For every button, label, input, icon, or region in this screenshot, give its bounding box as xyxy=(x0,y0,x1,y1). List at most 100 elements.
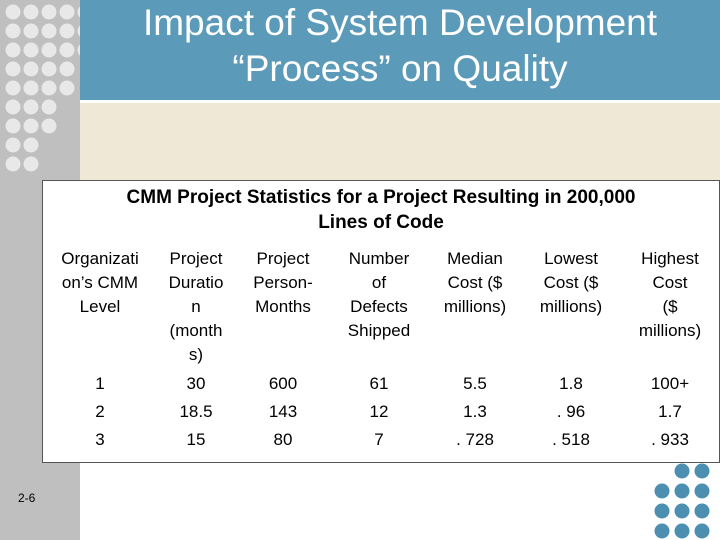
table-cell: 3 xyxy=(95,430,105,449)
decorative-dot xyxy=(41,42,57,58)
table-cell: . 96 xyxy=(556,402,586,421)
decorative-dot xyxy=(5,23,21,39)
table-cell: 1.8 xyxy=(559,374,583,393)
decorative-dot xyxy=(654,483,670,499)
decorative-dot xyxy=(694,483,710,499)
decorative-dot xyxy=(23,42,39,58)
decorative-dot xyxy=(59,80,75,96)
decorative-dot xyxy=(23,137,39,153)
column-header-line: Cost xyxy=(652,273,688,292)
decorative-dot xyxy=(674,463,690,479)
decorative-dot xyxy=(674,483,690,499)
decorative-dot xyxy=(654,523,670,539)
decorative-dot xyxy=(41,118,57,134)
table-body: 1 30 600 61 5.5 1.8 100+ 2 18.5 143 12 1.3 . 96 1.7 3 1… xyxy=(43,371,720,455)
decorative-dot xyxy=(674,523,690,539)
decorative-dot xyxy=(41,4,57,20)
table-cell: 143 xyxy=(268,402,298,421)
decorative-dot xyxy=(694,463,710,479)
column-header: Project Person- Months xyxy=(235,247,331,371)
column-header-line: millions) xyxy=(443,297,507,316)
slide-number: 2-6 xyxy=(18,491,36,505)
table-cell: . 728 xyxy=(456,430,494,449)
decorative-dot xyxy=(23,118,39,134)
column-header: Median Cost ($ millions) xyxy=(427,247,523,371)
column-header-line: Defects xyxy=(350,297,408,316)
decorative-dot xyxy=(694,503,710,519)
decorative-dot xyxy=(41,99,57,115)
column-header: Highest Cost ($ millions) xyxy=(619,247,720,371)
column-header: Project Duratio n (month s) xyxy=(157,247,235,371)
decorative-dot xyxy=(59,61,75,77)
column-header-line: Level xyxy=(79,297,121,316)
table-cell: 2 xyxy=(95,402,105,421)
decorative-dot xyxy=(41,80,57,96)
title-divider xyxy=(80,100,720,103)
table-cell: 1.3 xyxy=(463,402,487,421)
column-header-line: Organizati xyxy=(61,249,139,268)
column-header-line: Highest xyxy=(641,249,699,268)
table-cell: 1.7 xyxy=(658,402,682,421)
table-header-row: Organizati on’s CMM Level Project Duratio n (m… xyxy=(43,247,720,371)
decorative-dots-left xyxy=(5,4,80,172)
table-cell: 100+ xyxy=(650,374,690,393)
table-cell: . 518 xyxy=(552,430,590,449)
table-caption-line-2: Lines of Code xyxy=(318,212,444,233)
table-caption-line-1: CMM Project Statistics for a Project Res… xyxy=(126,187,636,208)
table-caption: CMM Project Statistics for a Project Res… xyxy=(43,181,719,237)
decorative-dot xyxy=(5,118,21,134)
decorative-dot xyxy=(5,137,21,153)
column-header-line: of xyxy=(371,273,387,292)
column-header-line: Cost ($ xyxy=(447,273,503,292)
decorative-dot xyxy=(41,23,57,39)
decorative-dot xyxy=(23,80,39,96)
column-header-line: Project xyxy=(256,249,310,268)
decorative-dot xyxy=(41,61,57,77)
decorative-dot xyxy=(23,156,39,172)
decorative-dot xyxy=(23,4,39,20)
decorative-dot xyxy=(59,23,75,39)
cmm-statistics-table: Organizati on’s CMM Level Project Duratio n (m… xyxy=(43,247,720,455)
slide-title-line-2: “Process” on Quality xyxy=(232,48,568,89)
table-row: 1 30 600 61 5.5 1.8 100+ xyxy=(43,371,720,399)
column-header: Organizati on’s CMM Level xyxy=(43,247,157,371)
decorative-dot xyxy=(23,61,39,77)
column-header-line: ($ xyxy=(662,297,678,316)
column-header-line: on’s CMM xyxy=(61,273,139,292)
column-header-line: millions) xyxy=(638,321,702,340)
decorative-dot xyxy=(654,503,670,519)
decorative-dot xyxy=(59,4,75,20)
table-row: 3 15 80 7 . 728 . 518 . 933 xyxy=(43,427,720,455)
decorative-dot xyxy=(77,6,80,18)
column-header-line: n xyxy=(191,297,201,316)
column-header-line: millions) xyxy=(539,297,603,316)
table-cell: 1 xyxy=(95,374,105,393)
table-cell: 5.5 xyxy=(463,374,487,393)
table-cell: 30 xyxy=(186,374,206,393)
decorative-dots-bottom-right xyxy=(654,463,710,539)
decorative-dot xyxy=(5,80,21,96)
decorative-dot xyxy=(23,23,39,39)
title-band xyxy=(80,0,720,100)
decorative-dot xyxy=(5,99,21,115)
table-cell: 80 xyxy=(273,430,293,449)
column-header: Number of Defects Shipped xyxy=(331,247,427,371)
decorative-dot xyxy=(5,61,21,77)
table-cell: 7 xyxy=(374,430,384,449)
column-header-line: s) xyxy=(188,345,204,364)
decorative-dot xyxy=(59,42,75,58)
table-cell: 15 xyxy=(186,430,206,449)
decorative-dot xyxy=(23,99,39,115)
content-background-band xyxy=(80,103,720,180)
statistics-table-container: CMM Project Statistics for a Project Res… xyxy=(42,180,720,463)
table-cell: . 933 xyxy=(651,430,689,449)
table-cell: 61 xyxy=(369,374,389,393)
column-header: Lowest Cost ($ millions) xyxy=(523,247,619,371)
decorative-dot xyxy=(5,42,21,58)
column-header-line: Lowest xyxy=(544,249,598,268)
slide-title-line-1: Impact of System Development xyxy=(142,2,658,43)
decorative-dot xyxy=(674,503,690,519)
decorative-dot xyxy=(5,4,21,20)
table-cell: 12 xyxy=(369,402,389,421)
column-header-line: Shipped xyxy=(347,321,411,340)
